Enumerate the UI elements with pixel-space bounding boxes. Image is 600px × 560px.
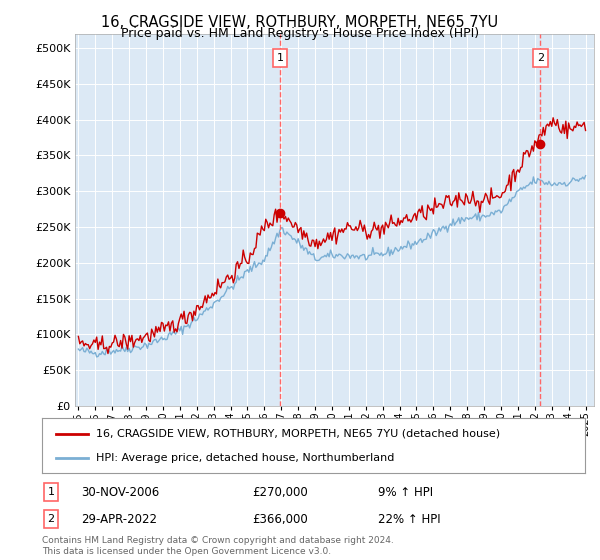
Text: Contains HM Land Registry data © Crown copyright and database right 2024.
This d: Contains HM Land Registry data © Crown c… xyxy=(42,536,394,556)
Text: 2: 2 xyxy=(47,514,55,524)
Text: 22% ↑ HPI: 22% ↑ HPI xyxy=(378,512,440,526)
Text: 30-NOV-2006: 30-NOV-2006 xyxy=(81,486,159,499)
Text: £366,000: £366,000 xyxy=(252,512,308,526)
Text: 2: 2 xyxy=(537,53,544,63)
Text: 16, CRAGSIDE VIEW, ROTHBURY, MORPETH, NE65 7YU: 16, CRAGSIDE VIEW, ROTHBURY, MORPETH, NE… xyxy=(101,15,499,30)
Text: 1: 1 xyxy=(47,487,55,497)
Text: 9% ↑ HPI: 9% ↑ HPI xyxy=(378,486,433,499)
Text: Price paid vs. HM Land Registry's House Price Index (HPI): Price paid vs. HM Land Registry's House … xyxy=(121,27,479,40)
Text: 29-APR-2022: 29-APR-2022 xyxy=(81,512,157,526)
Text: 1: 1 xyxy=(277,53,283,63)
Text: 16, CRAGSIDE VIEW, ROTHBURY, MORPETH, NE65 7YU (detached house): 16, CRAGSIDE VIEW, ROTHBURY, MORPETH, NE… xyxy=(97,429,500,438)
Text: £270,000: £270,000 xyxy=(252,486,308,499)
Text: HPI: Average price, detached house, Northumberland: HPI: Average price, detached house, Nort… xyxy=(97,453,395,463)
